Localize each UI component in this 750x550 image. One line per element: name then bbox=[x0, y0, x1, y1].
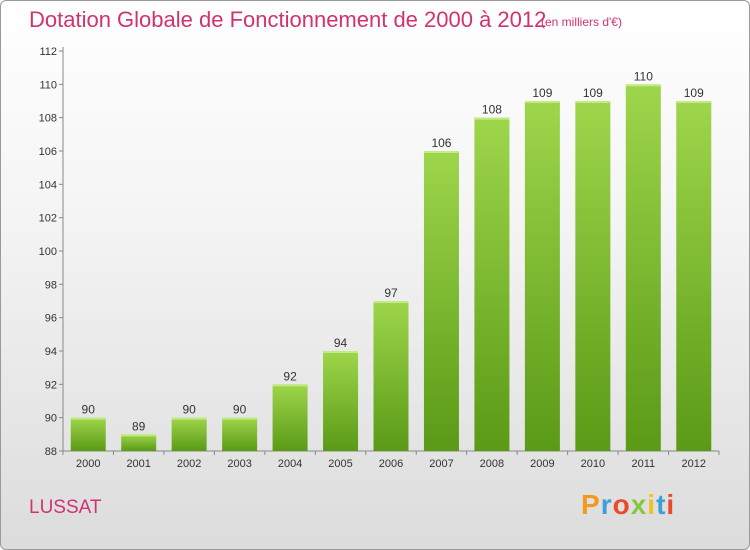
data-label-2011: 110 bbox=[634, 69, 653, 83]
y-tick-label: 108 bbox=[39, 113, 57, 125]
x-tick-label: 2002 bbox=[177, 458, 201, 470]
x-tick-label: 2011 bbox=[631, 458, 655, 470]
bar-top-highlight bbox=[524, 101, 560, 103]
chart-title: Dotation Globale de Fonctionnement de 20… bbox=[29, 7, 547, 32]
data-label-2000: 90 bbox=[82, 403, 96, 417]
y-tick-label: 94 bbox=[45, 346, 57, 358]
y-tick-label: 106 bbox=[39, 146, 57, 158]
x-tick-label: 2005 bbox=[328, 458, 352, 470]
chart-labels: 90 2000 89 2001 90 2002 90 2003 92 2004 94 2005 97 20… bbox=[76, 69, 706, 470]
bar-2011 bbox=[625, 84, 661, 451]
data-label-2009: 109 bbox=[532, 86, 552, 100]
chart-axes: 88 90 92 94 96 98 100 102 104 106 108 110 112 bbox=[39, 46, 720, 458]
bar-2010 bbox=[575, 101, 611, 451]
x-tick-label: 2009 bbox=[530, 458, 554, 470]
y-tick-label: 104 bbox=[39, 179, 57, 191]
y-tick-label: 90 bbox=[45, 413, 57, 425]
bar-2003 bbox=[222, 417, 258, 451]
bar-2000 bbox=[70, 417, 106, 451]
x-tick-label: 2007 bbox=[429, 458, 453, 470]
bar-2005 bbox=[323, 351, 359, 451]
chart-bars bbox=[70, 84, 712, 452]
data-label-2008: 108 bbox=[482, 103, 502, 117]
y-tick-label: 112 bbox=[39, 46, 57, 58]
data-label-2007: 106 bbox=[431, 136, 451, 150]
bar-top-highlight bbox=[323, 351, 359, 353]
bar-top-highlight bbox=[272, 384, 308, 387]
y-tick-label: 92 bbox=[45, 379, 57, 391]
y-tick-label: 88 bbox=[45, 446, 57, 458]
x-tick-label: 2004 bbox=[278, 458, 302, 470]
bar-2004 bbox=[272, 384, 308, 451]
bar-2007 bbox=[423, 151, 459, 451]
logo-letter: i bbox=[666, 489, 676, 520]
bar-2012 bbox=[676, 101, 712, 451]
bar-top-highlight bbox=[625, 84, 661, 87]
chart-subtitle: (en milliers d'€) bbox=[541, 15, 622, 29]
y-tick-label: 98 bbox=[45, 279, 57, 291]
bar-top-highlight bbox=[474, 117, 510, 120]
x-tick-label: 2008 bbox=[480, 458, 504, 470]
bar-2001 bbox=[121, 434, 157, 451]
bar-top-highlight bbox=[121, 434, 157, 437]
bar-top-highlight bbox=[222, 417, 258, 420]
bar-top-highlight bbox=[676, 101, 712, 103]
commune-name: LUSSAT bbox=[29, 497, 102, 518]
data-label-2002: 90 bbox=[182, 403, 196, 417]
logo-letter: r bbox=[600, 489, 613, 520]
y-tick-label: 100 bbox=[39, 246, 57, 258]
data-label-2010: 109 bbox=[583, 86, 603, 100]
x-tick-label: 2003 bbox=[227, 458, 251, 470]
y-tick-label: 102 bbox=[39, 213, 57, 225]
x-tick-label: 2012 bbox=[682, 458, 706, 470]
bar-top-highlight bbox=[70, 417, 106, 420]
bar-2008 bbox=[474, 117, 510, 452]
bar-top-highlight bbox=[171, 417, 207, 420]
data-label-2003: 90 bbox=[233, 403, 247, 417]
bar-top-highlight bbox=[373, 301, 409, 303]
proxiti-logo: Proxiti bbox=[581, 489, 675, 521]
x-tick-label: 2000 bbox=[76, 458, 100, 470]
x-tick-label: 2006 bbox=[379, 458, 403, 470]
bar-top-highlight bbox=[575, 101, 611, 103]
logo-letter: i bbox=[647, 489, 657, 520]
y-tick-label: 96 bbox=[45, 313, 57, 325]
x-tick-label: 2010 bbox=[581, 458, 605, 470]
bar-2009 bbox=[524, 101, 560, 451]
data-label-2006: 97 bbox=[384, 286, 398, 300]
data-label-2005: 94 bbox=[334, 336, 348, 350]
x-tick-label: 2001 bbox=[126, 458, 150, 470]
data-label-2004: 92 bbox=[283, 369, 297, 383]
logo-letter: P bbox=[581, 489, 601, 520]
logo-letter: o bbox=[612, 489, 631, 520]
data-label-2001: 89 bbox=[132, 419, 146, 433]
logo-letter: t bbox=[656, 489, 667, 520]
bar-top-highlight bbox=[423, 151, 459, 153]
bar-2002 bbox=[171, 417, 207, 451]
data-label-2012: 109 bbox=[684, 86, 704, 100]
logo-letter: x bbox=[630, 489, 648, 520]
y-tick-label: 110 bbox=[39, 79, 57, 91]
bar-2006 bbox=[373, 301, 409, 451]
